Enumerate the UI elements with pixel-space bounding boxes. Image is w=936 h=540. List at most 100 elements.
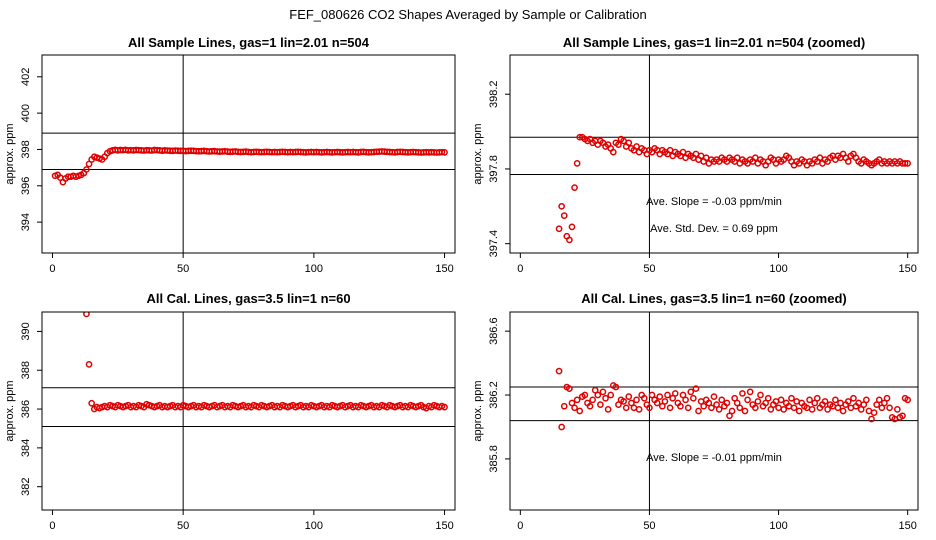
data-point: [865, 407, 873, 415]
data-point: [873, 401, 881, 408]
data-points: [555, 367, 912, 431]
x-tick-label: 100: [305, 263, 323, 275]
chart-panel-2: All Sample Lines, gas=1 lin=2.01 n=504 (…: [472, 35, 919, 275]
data-point: [558, 202, 565, 210]
data-point: [677, 402, 684, 410]
data-point: [571, 184, 578, 191]
data-point: [625, 393, 633, 400]
data-point: [733, 399, 741, 407]
data-point: [653, 399, 661, 407]
y-tick-label: 386.6: [488, 317, 500, 345]
data-point: [839, 407, 847, 415]
y-tick-label: 385.8: [488, 445, 500, 473]
data-point: [790, 404, 798, 412]
data-point: [558, 423, 565, 431]
data-point: [860, 401, 868, 408]
chart-panel-1: All Sample Lines, gas=1 lin=2.01 n=504 0 5…: [4, 35, 456, 275]
data-point: [901, 159, 909, 167]
y-axis-label: approx. ppm: [4, 380, 16, 441]
data-point: [744, 396, 751, 404]
data-point: [441, 403, 448, 411]
x-tick-label: 100: [769, 263, 787, 275]
data-point: [708, 404, 715, 412]
data-point: [635, 406, 643, 413]
x-tick-label: 50: [177, 520, 189, 532]
data-point: [710, 393, 718, 400]
data-point: [568, 223, 576, 231]
y-tick-label: 382: [20, 478, 32, 496]
data-point: [573, 396, 581, 404]
data-point: [886, 404, 893, 412]
data-point: [821, 398, 829, 405]
y-tick-label: 390: [20, 322, 32, 340]
data-point: [788, 394, 795, 402]
data-point: [844, 398, 852, 405]
data-point: [85, 361, 93, 368]
data-point: [612, 383, 620, 391]
data-point: [795, 407, 803, 415]
data-point: [808, 406, 816, 413]
data-point: [875, 396, 883, 404]
panel-title: All Cal. Lines, gas=3.5 lin=1 n=60: [146, 291, 350, 306]
data-point: [813, 394, 821, 402]
data-point: [615, 401, 622, 408]
data-point: [88, 399, 96, 407]
data-point: [630, 404, 638, 412]
data-point: [777, 396, 785, 404]
data-point: [566, 385, 573, 392]
chart-panel-3: All Cal. Lines, gas=3.5 lin=1 n=60 0 50 100…: [4, 291, 456, 532]
plot-frame: [41, 54, 456, 254]
panel-title: All Cal. Lines, gas=3.5 lin=1 n=60 (zoom…: [581, 291, 847, 306]
data-point: [715, 406, 723, 413]
plot-frame: [509, 54, 919, 254]
data-point: [671, 390, 679, 397]
data-point: [736, 404, 744, 412]
data-point: [824, 406, 831, 413]
data-point: [687, 388, 695, 396]
data-point: [899, 412, 906, 420]
x-tick-label: 50: [177, 263, 189, 275]
data-point: [684, 404, 692, 412]
data-point: [811, 399, 819, 407]
data-point: [726, 412, 733, 420]
data-point: [751, 404, 759, 412]
stat-annotation: Ave. Slope = -0.03 ppm/min: [646, 196, 782, 208]
data-points: [83, 312, 448, 413]
y-tick-label: 388: [20, 361, 32, 379]
y-tick-label: 394: [20, 213, 32, 231]
y-axis-label: approx. ppm: [472, 380, 484, 441]
plot-frame: [509, 311, 919, 511]
y-tick-label: 397.4: [488, 230, 500, 258]
x-tick-label: 0: [517, 263, 523, 275]
data-point: [844, 158, 852, 165]
data-point: [615, 141, 622, 149]
data-point: [597, 401, 604, 408]
data-point: [775, 404, 782, 412]
data-point: [878, 404, 886, 412]
data-point: [806, 396, 813, 404]
y-axis-label: approx. ppm: [4, 123, 16, 184]
data-point: [682, 396, 689, 404]
x-tick-label: 0: [49, 520, 55, 532]
data-point: [560, 212, 568, 219]
data-point: [741, 407, 749, 415]
data-point: [746, 388, 754, 396]
data-point: [566, 236, 573, 244]
data-point: [661, 398, 669, 405]
data-point: [713, 401, 720, 408]
data-point: [573, 159, 581, 167]
figure-title: FEF_080626 CO2 Shapes Averaged by Sample…: [289, 7, 646, 22]
data-point: [767, 406, 775, 413]
data-point: [594, 391, 602, 399]
data-point: [718, 396, 726, 404]
data-point: [692, 385, 700, 392]
data-point: [762, 399, 769, 407]
data-point: [568, 399, 576, 407]
data-point: [83, 312, 90, 318]
data-point: [666, 404, 674, 412]
data-point: [438, 148, 446, 156]
data-point: [607, 391, 615, 399]
panels: All Sample Lines, gas=1 lin=2.01 n=504 0 5…: [4, 35, 919, 532]
data-point: [622, 404, 630, 412]
